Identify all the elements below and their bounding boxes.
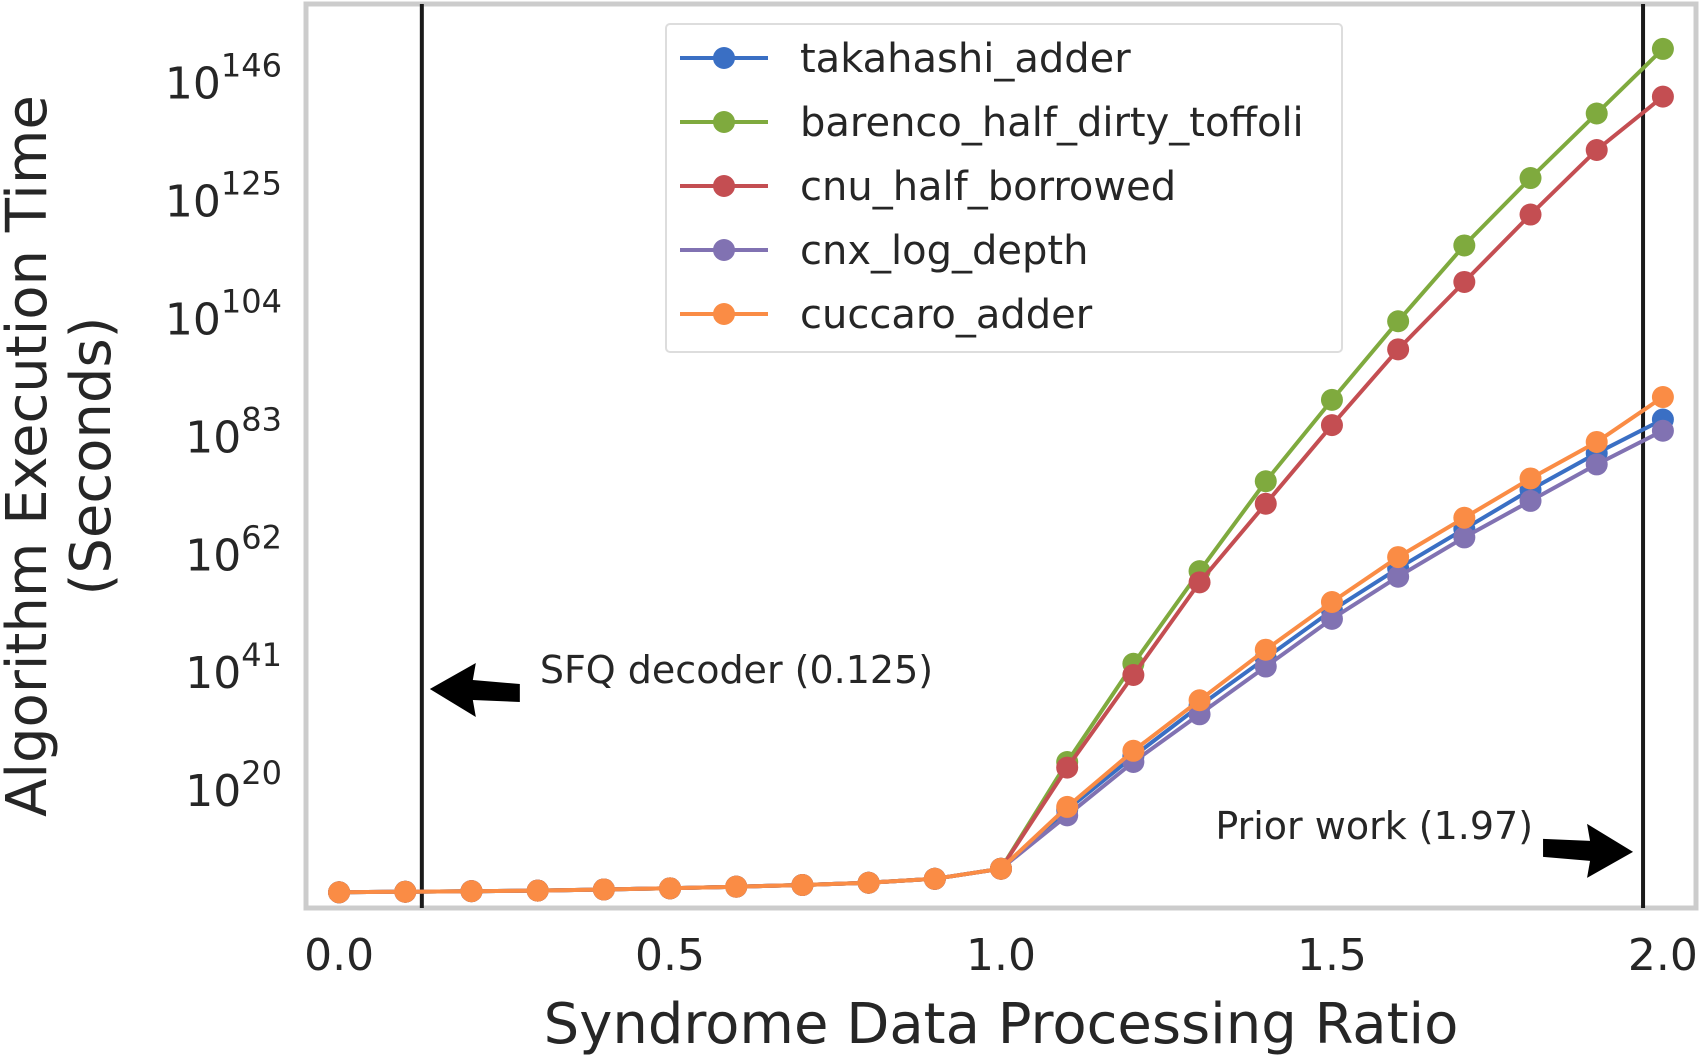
point-cnu_half_borrowed-20 [1651,85,1674,108]
vline-label-0: SFQ decoder (0.125) [540,648,933,692]
point-cnu_half_borrowed-12 [1122,663,1145,686]
vline-label-1: Prior work (1.97) [1215,804,1533,848]
legend-label-4: cuccaro_adder [800,292,1093,338]
point-cnu_half_borrowed-16 [1387,338,1410,361]
point-cuccaro_adder-13 [1188,689,1211,712]
point-cuccaro_adder-8 [857,871,880,894]
point-cuccaro_adder-19 [1585,430,1608,453]
point-cuccaro_adder-0 [328,881,351,904]
point-cnu_half_borrowed-17 [1453,270,1476,293]
point-cnu_half_borrowed-14 [1254,492,1277,515]
point-barenco_half_dirty_toffoli-19 [1585,102,1608,125]
legend-label-2: cnu_half_borrowed [800,164,1176,210]
point-cnu_half_borrowed-13 [1188,571,1211,594]
point-cuccaro_adder-20 [1651,386,1674,409]
x-tick-labels: 0.0 0.5 1.0 1.5 2.0 [304,930,1698,981]
y-tick-label-1: 1041 [185,636,282,699]
point-cuccaro_adder-2 [460,880,483,903]
legend-box [665,23,1343,353]
legend-item-takahashi_adder: takahashi_adder [680,36,1131,82]
y-tick-label-6: 10146 [165,47,282,110]
point-cuccaro_adder-6 [725,875,748,898]
point-cuccaro_adder-18 [1519,467,1542,490]
y-tick-label-3: 1083 [185,400,282,463]
point-cuccaro_adder-10 [990,857,1012,880]
legend-marker-4 [713,303,735,325]
point-cuccaro_adder-5 [659,877,682,900]
legend: takahashi_adder barenco_half_dirty_toffol… [665,23,1343,353]
point-cnx_log_depth-16 [1387,565,1410,588]
point-cuccaro_adder-12 [1122,739,1145,762]
point-cnx_log_depth-19 [1585,453,1608,476]
y-tick-label-0: 1020 [185,754,282,817]
legend-item-barenco_half_dirty_toffoli: barenco_half_dirty_toffoli [680,100,1304,146]
y-tick-label-5: 10125 [165,165,282,228]
point-barenco_half_dirty_toffoli-17 [1453,234,1476,257]
point-cuccaro_adder-9 [923,867,946,890]
point-cnx_log_depth-20 [1651,419,1674,442]
legend-item-cuccaro_adder: cuccaro_adder [680,292,1093,338]
point-cnx_log_depth-14 [1254,655,1277,678]
y-tick-label-2: 1062 [185,518,282,581]
x-tick-label-3: 1.5 [1297,930,1367,981]
point-barenco_half_dirty_toffoli-15 [1320,388,1343,411]
point-barenco_half_dirty_toffoli-18 [1519,167,1542,190]
series-cuccaro_adder [328,386,1674,904]
point-cnx_log_depth-15 [1320,607,1343,630]
legend-marker-2 [713,175,735,197]
x-axis-title: Syndrome Data Processing Ratio [544,992,1459,1057]
legend-marker-3 [713,239,735,261]
x-tick-label-1: 0.5 [635,930,705,981]
x-tick-label-4: 2.0 [1628,930,1698,981]
legend-marker-1 [713,111,735,133]
legend-item-cnu_half_borrowed: cnu_half_borrowed [680,164,1176,210]
point-cuccaro_adder-11 [1056,795,1079,818]
point-cuccaro_adder-16 [1387,546,1410,569]
point-cnx_log_depth-18 [1519,489,1542,512]
legend-label-0: takahashi_adder [800,36,1131,82]
point-cnu_half_borrowed-19 [1585,138,1608,161]
legend-marker-0 [713,47,735,69]
point-cuccaro_adder-1 [394,880,417,903]
y-axis-title-line-2: (Seconds) [59,317,124,596]
point-cuccaro_adder-3 [526,879,549,902]
y-tick-labels: 1020 1041 1062 1083 10104 10125 10146 [165,47,282,817]
point-cnu_half_borrowed-15 [1320,414,1343,437]
legend-label-3: cnx_log_depth [800,228,1088,274]
point-barenco_half_dirty_toffoli-20 [1651,37,1674,60]
reference-lines: SFQ decoder (0.125) Prior work (1.97) [419,4,1646,908]
arrow-left-icon [429,663,520,718]
point-cuccaro_adder-7 [791,873,814,896]
point-cnu_half_borrowed-18 [1519,203,1542,226]
point-cuccaro_adder-15 [1320,590,1343,613]
arrow-right-icon [1543,823,1634,878]
y-tick-label-4: 10104 [165,282,282,345]
point-barenco_half_dirty_toffoli-16 [1387,310,1410,333]
series-group [328,37,1674,904]
point-cuccaro_adder-14 [1254,638,1277,661]
x-tick-label-0: 0.0 [304,930,374,981]
point-cnx_log_depth-17 [1453,526,1476,549]
point-cnu_half_borrowed-11 [1056,756,1079,779]
point-cuccaro_adder-4 [592,878,615,901]
y-axis-title-line-1: Algorithm Execution Time [0,95,60,817]
point-barenco_half_dirty_toffoli-14 [1254,470,1277,493]
x-tick-label-2: 1.0 [966,930,1036,981]
legend-label-1: barenco_half_dirty_toffoli [800,100,1304,146]
point-cuccaro_adder-17 [1453,506,1476,529]
legend-item-cnx_log_depth: cnx_log_depth [680,228,1088,274]
